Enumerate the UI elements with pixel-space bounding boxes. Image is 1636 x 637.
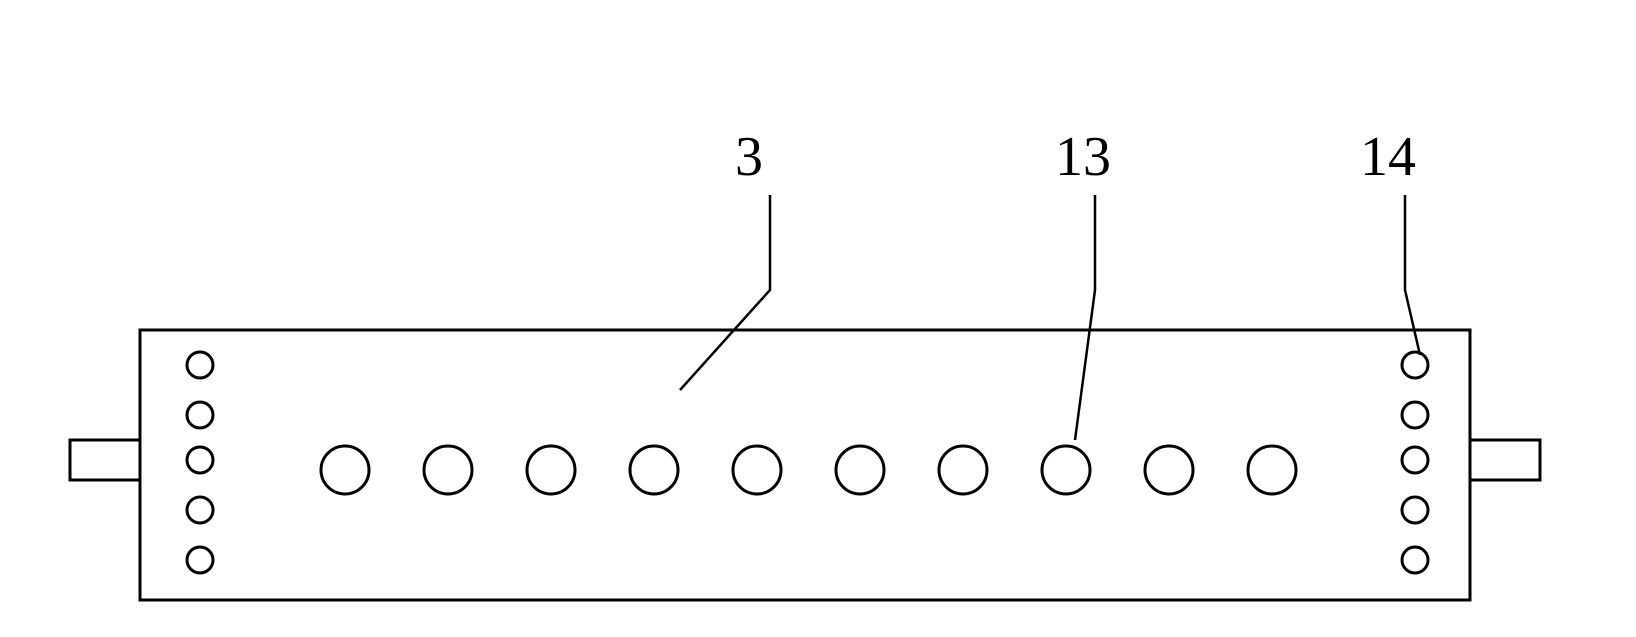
side-hole-right (1402, 547, 1428, 573)
center-hole (1042, 446, 1090, 494)
center-hole (630, 446, 678, 494)
side-hole-right (1402, 497, 1428, 523)
roller-body (140, 330, 1470, 600)
center-hole (1248, 446, 1296, 494)
side-hole-left (187, 547, 213, 573)
leader-line-3 (680, 195, 770, 390)
side-hole-left (187, 402, 213, 428)
side-hole-right (1402, 402, 1428, 428)
center-hole (939, 446, 987, 494)
callout-label-3: 3 (735, 126, 763, 188)
side-hole-left (187, 447, 213, 473)
shaft-right (1470, 440, 1540, 480)
side-hole-right (1402, 447, 1428, 473)
center-hole (836, 446, 884, 494)
side-hole-left (187, 352, 213, 378)
shaft-left (70, 440, 140, 480)
center-hole (1145, 446, 1193, 494)
callout-label-14: 14 (1360, 126, 1416, 188)
center-hole (321, 446, 369, 494)
center-hole (527, 446, 575, 494)
leader-line-13 (1075, 195, 1095, 440)
center-hole (733, 446, 781, 494)
technical-diagram: 3 13 14 (0, 0, 1636, 637)
side-hole-right (1402, 352, 1428, 378)
side-hole-left (187, 497, 213, 523)
callout-label-13: 13 (1055, 126, 1111, 188)
center-hole (424, 446, 472, 494)
